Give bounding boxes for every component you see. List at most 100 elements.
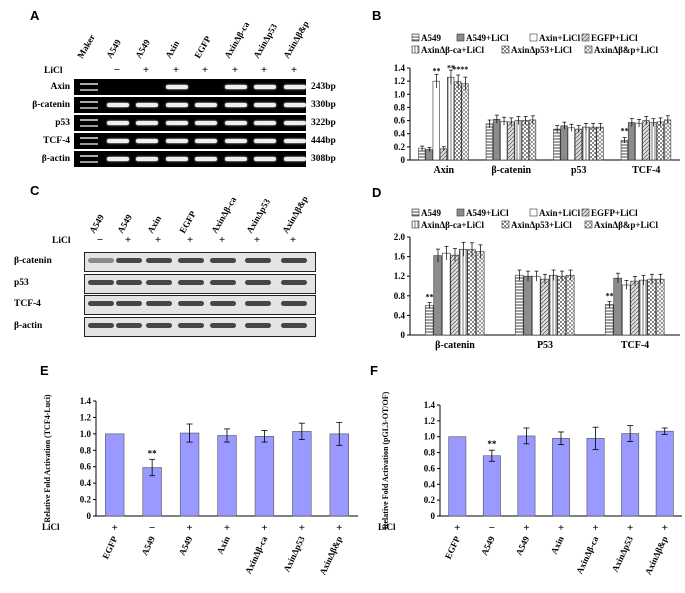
x-tick-label: AxinΔβ-ca [243,534,269,575]
gel-strip [74,151,306,167]
legend-swatch [529,208,538,217]
gel-marker-band [80,155,98,157]
gel-band [284,157,306,161]
bar [589,126,597,161]
licl-sign: + [523,522,529,534]
bar [649,122,657,161]
y-tick-label: 0.6 [394,116,406,126]
gel-lane-label: AxinΔβ&p [281,19,311,60]
gel-band [195,157,217,161]
legend-swatch [411,45,420,54]
significance-mark: ** [433,66,441,75]
legend-label: AxinΔβ&p+LiCl [594,220,659,230]
gel-band [254,139,276,143]
wb-lane-label: AxinΔβ-ca [209,195,239,235]
gel-band [166,85,188,89]
bar [635,122,643,161]
y-tick-label: 0 [401,155,406,165]
wb-band [178,258,204,263]
gel-lane-label: Maker [75,32,97,60]
bar [467,249,476,336]
legend-label: AxinΔp53+LiCl [511,220,572,230]
y-tick-label: 1.4 [80,396,92,406]
legend-label: A549+LiCl [466,208,509,218]
gel-band [284,139,306,143]
gel-band [166,103,188,107]
legend-label: AxinΔβ&p+LiCl [594,45,659,55]
x-tick-label: TCF-4 [632,165,660,176]
gel-lane-label: AxinΔp53 [251,21,280,60]
gel-marker-band [80,89,98,91]
wb-band [178,323,204,328]
gel-marker-band [80,137,98,139]
licl-sign: + [662,522,668,534]
gel-band [107,103,129,107]
x-tick-label: TCF-4 [621,340,649,351]
licl-sign: + [336,522,342,534]
legend-label: A549 [421,33,441,43]
licl-sign: + [454,522,460,534]
licl-label: LiCl [42,522,60,532]
bar [433,255,442,336]
legend-swatch [411,208,420,217]
wb-band [146,323,172,328]
y-tick-label: 0.4 [394,310,406,320]
wb-lane-label: AxinΔp53 [244,196,273,235]
legend-label: EGFP+LiCl [591,208,638,218]
wb-band [210,323,236,328]
bar [548,274,558,336]
gel-row-label: p53 [55,118,70,128]
y-tick-label: 0.8 [80,445,92,455]
wb-row-label: p53 [14,278,29,288]
chart-f: Relative Fold Activation (pGL3-OT/OF) 0 0.… [378,391,682,576]
y-tick-label: 0 [401,330,406,340]
gel-bp-label: 243bp [311,82,336,92]
y-tick-label: 0.4 [80,478,92,488]
licl-sign: + [290,64,298,76]
bar [574,128,583,161]
wb-lane-label: A549 [87,212,106,235]
licl-sign: + [112,522,118,534]
x-tick-label: Axin [433,165,454,176]
y-tick-label: 0.8 [394,291,406,301]
gel-band [195,139,217,143]
significance-mark: ** [447,64,455,73]
licl-sign: − [489,522,495,534]
legend-swatch [501,45,510,54]
x-tick-label: Axin [215,535,232,556]
legend-swatch [584,45,593,54]
wb-band [281,323,307,328]
licl-sign: + [289,234,297,246]
legend-swatch [501,220,510,229]
y-tick-label: 0.2 [424,495,436,505]
gel-band [166,157,188,161]
bar [630,280,639,336]
licl-sign: + [260,64,268,76]
wb-band [245,258,271,263]
bar [582,126,590,161]
gel-band [225,85,247,89]
gel-row-label: TCF-4 [43,136,70,146]
licl-sign: + [558,522,564,534]
gel-band [225,121,247,125]
gel-band [284,85,306,89]
licl-sign: + [124,234,132,246]
bar [447,76,455,161]
licl-sign: + [299,522,305,534]
wb-band [88,323,114,328]
wb-row-label: TCF-4 [14,299,41,309]
licl-sign: + [224,522,230,534]
bar [521,120,529,161]
x-tick-label: EGFP [100,534,119,560]
gel-band [195,103,217,107]
gel-row-label: β-actin [41,154,70,164]
wb-row-label: β-catenin [14,256,52,266]
gel-band [136,121,158,125]
x-tick-label: A549 [514,534,532,557]
bar [458,248,468,336]
legend-label: Axin+LiCl [539,33,581,43]
gel-bp-label: 330bp [311,100,336,110]
bar [254,436,275,517]
panel-letter-a: A [30,8,40,23]
wb-band [88,280,114,285]
